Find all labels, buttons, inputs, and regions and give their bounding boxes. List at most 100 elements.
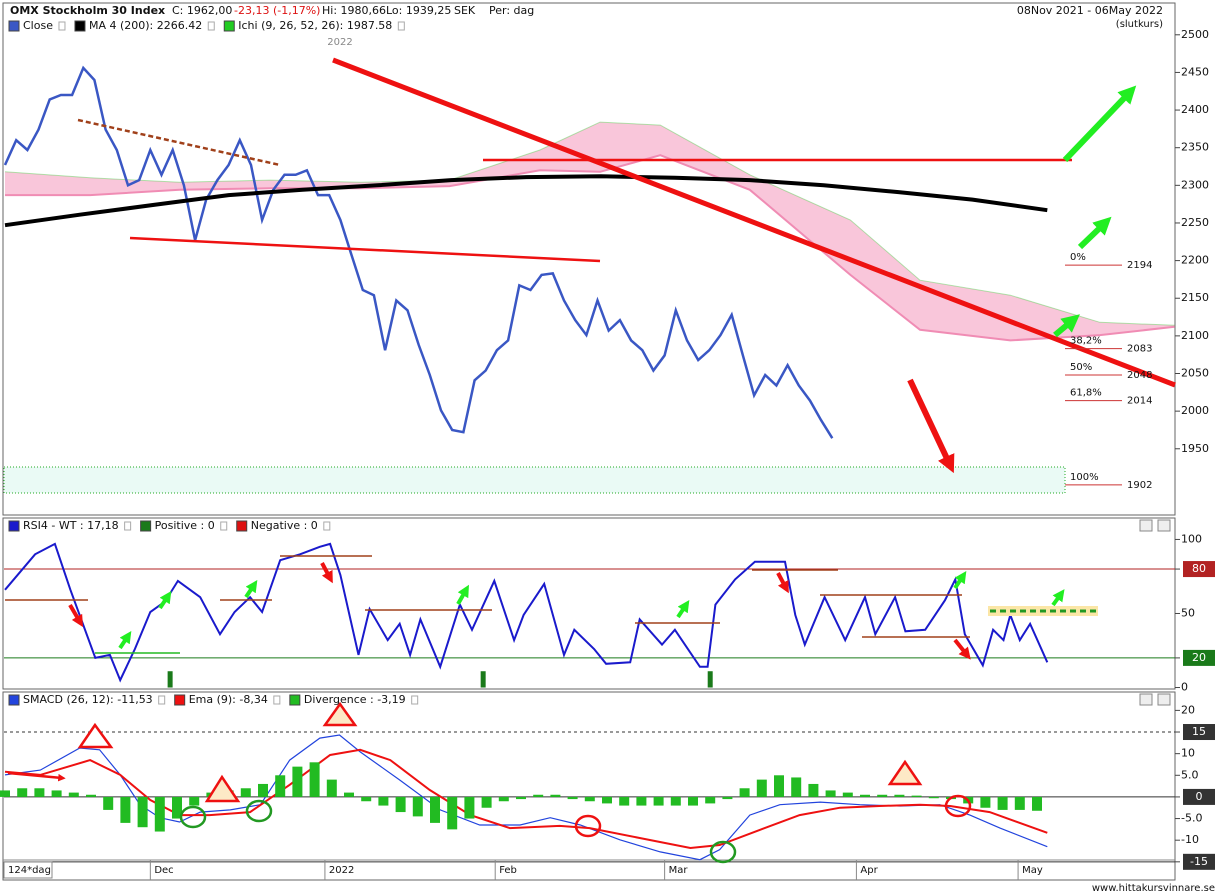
period: Per: dag [489,4,534,17]
date-range: 08Nov 2021 - 06May 2022 [1017,4,1163,17]
y-tick-label: 10 [1181,747,1195,760]
level-box [1183,561,1215,578]
low-price: Lo: 1939,25 [386,4,451,17]
rsi-levels [5,555,1098,654]
high-price: Hi: 1980,66 [322,4,386,17]
histogram-bar [258,783,268,797]
y-tick-label: 1950 [1181,442,1209,455]
histogram-bar [567,796,578,800]
histogram-bar [997,796,1008,810]
y-tick-label: 2000 [1181,404,1209,417]
histogram-bar [51,790,62,797]
fib-label: 0% [1070,252,1086,263]
fib-value: 1902 [1127,480,1152,491]
histogram-bar [103,796,114,810]
histogram-bar [172,796,182,819]
histogram-bar [309,762,320,797]
histogram-bar [860,794,870,797]
x-tick-label: May [1022,865,1043,876]
histogram-bar [378,796,389,806]
macd-signals [7,701,972,864]
fib-value: 2194 [1127,260,1152,271]
histogram-bar [498,796,509,802]
footer: www.hittakursvinnare.se [1092,883,1215,894]
legend-label: Divergence : -3,19 [304,693,406,706]
arrow [1077,216,1112,250]
legend-label: Ema (9): -8,34 [189,693,268,706]
legend-dropdown [158,695,166,705]
y-tick-label: 2450 [1181,65,1209,78]
y-tick-label: 80 [1192,562,1206,575]
legend-swatch [8,20,20,32]
histogram-bar [1032,796,1042,811]
legend-swatch [74,20,86,32]
histogram-bar [756,779,767,797]
ichimoku-cloud [5,122,1175,341]
y-tick-label: 2200 [1181,254,1209,267]
histogram-bar [137,796,148,828]
histogram-bar [928,796,939,799]
level-box [1183,724,1215,741]
histogram-bar [167,671,173,688]
close-price: C: 1962,00 [172,4,232,17]
legend-swatch [8,694,20,706]
histogram-bar [825,790,836,797]
indicator-line [4,542,1049,683]
rsi-arrows [68,562,1065,660]
price-type: (slutkurs) [1116,19,1163,30]
y-tick-label: 0 [1196,790,1203,803]
legend-swatch [223,20,235,32]
ichimoku-lower [5,154,1175,342]
y-tick-label: 20 [1192,651,1206,664]
histogram-bar [688,796,698,806]
fib-value: 2083 [1127,344,1152,355]
legend-dropdown [411,695,419,705]
y-tick-label: 2400 [1181,103,1209,116]
histogram-bar [480,671,486,688]
histogram-bar [550,794,561,797]
price-line [3,65,834,439]
fib-label: 50% [1070,362,1092,373]
indicator-line [4,748,1048,850]
legend-label: Close [23,19,53,32]
histogram-bar [361,796,372,802]
y-tick-label: 2500 [1181,28,1209,41]
legend-label: SMACD (26, 12): -11,53 [23,693,153,706]
histogram-bar [154,796,165,832]
legend-dropdown [323,521,331,531]
trend-line [129,236,601,263]
histogram-bar [189,796,200,806]
legend-dropdown [58,21,66,31]
y-tick-label: 50 [1181,606,1195,619]
histogram-bar [739,788,750,797]
rsi-panel [2,517,1176,690]
arrow [907,378,955,474]
y-tick-label: -5.0 [1181,812,1202,825]
histogram-bar [68,792,79,797]
legend-swatch [174,694,186,706]
histogram-bar [240,788,251,797]
legend-swatch [289,694,301,706]
year-marker: 2022 [327,37,352,48]
trend-line [77,118,281,167]
y-tick-label: 0 [1181,681,1188,694]
support-zone [3,466,1066,494]
y-tick-label: -15 [1190,855,1208,868]
histogram-bar [670,796,681,806]
level-box [1183,649,1215,666]
ichimoku-upper [4,121,1175,326]
legend-dropdown [207,21,215,31]
y-tick-label: 15 [1192,725,1206,738]
legend-label: MA 4 (200): 2266.42 [89,19,202,32]
x-tick-label: Mar [669,865,689,876]
histogram-bar [17,788,28,797]
legend-dropdown [273,695,281,705]
arrow [1062,85,1137,163]
histogram-bar [842,792,853,797]
histogram-bar [707,671,713,688]
legend-dropdown [124,521,132,531]
histogram-bar [447,796,458,830]
chart-title: OMX Stockholm 30 Index [10,4,165,17]
legend-swatch [236,520,248,532]
legend-label: Negative : 0 [251,519,318,532]
